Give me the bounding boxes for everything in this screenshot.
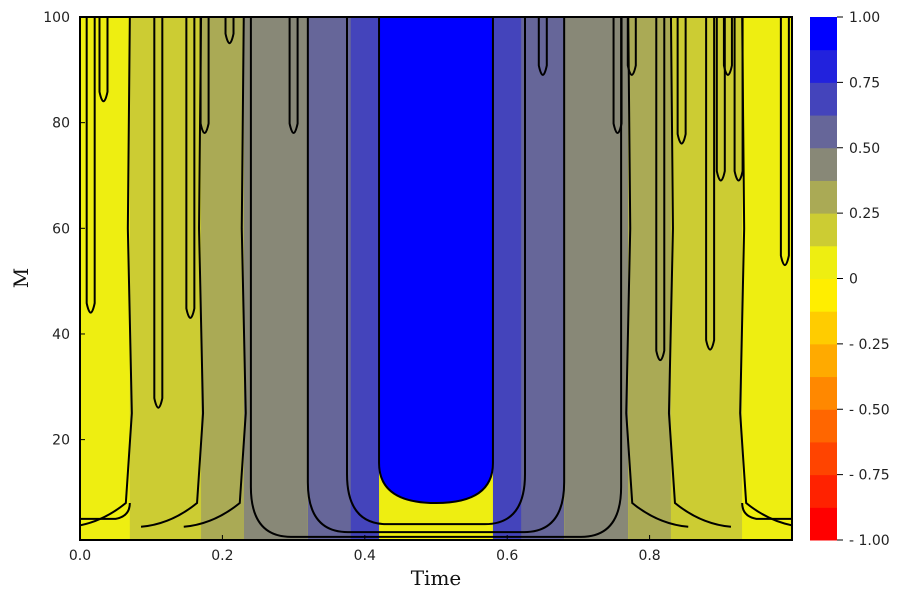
contour-band (129, 17, 202, 540)
colorbar-tick-label: - 0.75 (849, 468, 890, 484)
x-tick-label: 0.8 (638, 548, 660, 564)
contour-band (564, 17, 629, 540)
contour-band (379, 17, 493, 504)
contour-band (243, 17, 308, 540)
contour-band (742, 17, 792, 540)
contour-line (98, 17, 109, 103)
contour-line (626, 17, 637, 76)
y-tick-label: 60 (52, 221, 70, 237)
contour-line (612, 17, 623, 135)
colorbar-segment (810, 376, 837, 410)
colorbar-tick-label: 0 (849, 272, 858, 288)
colorbar-segment (810, 82, 837, 116)
contour-line (378, 17, 494, 505)
contour-line (715, 17, 726, 182)
colorbar-segment (810, 147, 837, 181)
colorbar-tick-label: - 1.00 (849, 533, 890, 549)
contour-line (306, 17, 566, 534)
x-tick-label: 0.0 (69, 548, 91, 564)
colorbar-tick-label: 0.25 (849, 206, 880, 222)
contour-line (739, 17, 792, 527)
y-tick-label: 40 (52, 327, 70, 343)
contour-line (183, 17, 247, 528)
colorbar-segment (810, 343, 837, 378)
contour-line (199, 17, 210, 135)
contour-line (140, 17, 205, 528)
contour-line (185, 17, 196, 319)
plot-frame (79, 16, 793, 541)
contour-line (655, 17, 666, 362)
colorbar-tick-label: 0.75 (849, 75, 880, 91)
contour-line (224, 17, 235, 45)
colorbar-tick-label: 1.00 (849, 10, 880, 26)
colorbar-segment (810, 49, 837, 83)
contour-line (288, 17, 299, 135)
colorbar-segment (810, 507, 837, 541)
x-axis-title: Time (411, 566, 462, 590)
contour-band (80, 17, 130, 540)
colorbar-segment (810, 213, 837, 247)
contour-line (537, 17, 548, 76)
contour-band (492, 17, 522, 540)
contour-line (625, 17, 689, 528)
contour-line (80, 17, 133, 527)
colorbar-segment (810, 441, 837, 476)
colorbar-segment (810, 278, 837, 312)
contour-band (628, 17, 671, 540)
colorbar-tick-label: 0.50 (849, 141, 880, 157)
contour-band (350, 17, 380, 540)
contour-line (346, 17, 526, 526)
contour-line (741, 502, 792, 520)
contour-line (722, 17, 733, 76)
y-tick-label: 80 (52, 116, 70, 132)
plot-area (79, 16, 793, 541)
y-axis-title: M (9, 268, 33, 288)
colorbar-segment (810, 115, 837, 149)
y-tick-label: 100 (43, 10, 70, 26)
colorbar-segment (810, 474, 837, 508)
colorbar-segment (810, 245, 837, 279)
contour-band (307, 17, 351, 540)
contour-line (779, 17, 790, 267)
x-tick-label: 0.6 (496, 548, 518, 564)
colorbar-segment (810, 180, 837, 214)
y-axis: 20 40 60 80 100 (43, 10, 85, 449)
contour-line (85, 17, 96, 314)
contour-line (80, 502, 131, 520)
colorbar-segment (810, 17, 837, 51)
contour-line (676, 17, 687, 145)
contour-line (153, 17, 164, 409)
colorbar-tick-label: - 0.50 (849, 402, 890, 418)
y-tick-label: 20 (52, 433, 70, 449)
x-tick-label: 0.2 (211, 548, 233, 564)
colorbar: 1.00 0.75 0.50 0.25 0 - 0.25 - 0.50 - 0.75 - 1.0… (810, 10, 890, 549)
colorbar-tick-label: - 0.25 (849, 337, 890, 353)
contour-line (249, 17, 623, 538)
x-tick-label: 0.4 (354, 548, 376, 564)
contour-line (705, 17, 716, 351)
x-axis: 0.0 0.2 0.4 0.6 0.8 (69, 535, 661, 564)
contour-band (521, 17, 565, 540)
contour-line (733, 17, 744, 182)
colorbar-segment (810, 409, 837, 443)
contour-band (201, 17, 244, 540)
contour-line (667, 17, 732, 528)
colorbar-segment (810, 311, 837, 345)
